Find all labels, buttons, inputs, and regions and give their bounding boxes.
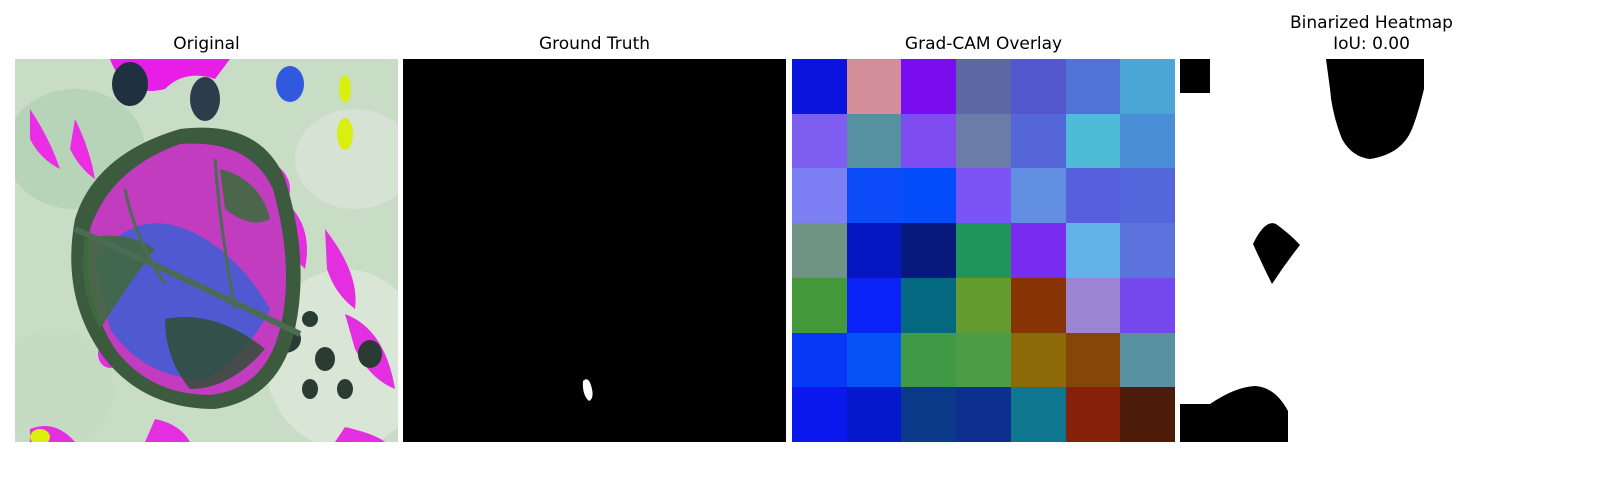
gradcam-cell bbox=[956, 223, 1011, 278]
gradcam-cell bbox=[1065, 332, 1121, 388]
gradcam-cell bbox=[1120, 277, 1175, 333]
binarized-title-line: Binarized Heatmap bbox=[1290, 13, 1453, 33]
gradcam-cell bbox=[901, 332, 957, 388]
gradcam-cell bbox=[901, 387, 957, 442]
gradcam-cell bbox=[1065, 223, 1121, 278]
gradcam-cell bbox=[846, 168, 902, 224]
gradcam-cell bbox=[956, 387, 1011, 442]
gradcam-cell bbox=[792, 332, 847, 388]
panel-title-gradcam: Grad-CAM Overlay bbox=[904, 34, 1063, 54]
gradcam-cell bbox=[1120, 168, 1175, 224]
gradcam-cell bbox=[1120, 332, 1175, 388]
gradcam-cell bbox=[1120, 113, 1175, 169]
gradcam-cell bbox=[1010, 332, 1066, 388]
original-image bbox=[15, 59, 398, 442]
gradcam-cell bbox=[1010, 223, 1066, 278]
gradcam-cell bbox=[846, 113, 902, 169]
gradcam-cell bbox=[1065, 387, 1121, 442]
gradcam-cell bbox=[901, 59, 957, 114]
gradcam-cell bbox=[901, 168, 957, 224]
binarized-heatmap bbox=[1180, 59, 1563, 442]
panel-original: Original bbox=[15, 0, 398, 500]
panel-title-binarized: Binarized Heatmap IoU: 0.00 bbox=[1180, 13, 1563, 55]
gradcam-cell bbox=[1120, 387, 1175, 442]
gradcam-cell bbox=[1010, 113, 1066, 169]
panel-title-ground-truth: Ground Truth bbox=[538, 34, 651, 54]
panel-ground-truth: Ground Truth bbox=[403, 0, 786, 500]
gradcam-cell bbox=[1010, 59, 1066, 114]
gradcam-cell bbox=[901, 277, 957, 333]
gradcam-cell bbox=[792, 168, 847, 224]
gradcam-cell bbox=[1120, 59, 1175, 114]
gradcam-cell bbox=[1120, 223, 1175, 278]
gradcam-cell bbox=[792, 387, 847, 442]
gradcam-cell bbox=[792, 223, 847, 278]
gradcam-cell bbox=[956, 113, 1011, 169]
gradcam-overlay bbox=[792, 59, 1175, 442]
gradcam-cell bbox=[846, 59, 902, 114]
ground-truth-mask bbox=[403, 59, 786, 442]
gradcam-cell bbox=[1010, 277, 1066, 333]
gradcam-cell bbox=[792, 113, 847, 169]
iou-label: IoU: 0.00 bbox=[1333, 34, 1410, 54]
gradcam-cell bbox=[1065, 277, 1121, 333]
gradcam-cell bbox=[846, 387, 902, 442]
gradcam-cell bbox=[792, 59, 847, 114]
gradcam-cell bbox=[792, 277, 847, 333]
gradcam-cell bbox=[956, 332, 1011, 388]
gradcam-cell bbox=[956, 59, 1011, 114]
gradcam-cell bbox=[901, 223, 957, 278]
panel-title-original: Original bbox=[173, 34, 240, 54]
gradcam-cell bbox=[1065, 113, 1121, 169]
gradcam-grid bbox=[792, 59, 1175, 442]
gradcam-cell bbox=[846, 332, 902, 388]
gradcam-cell bbox=[901, 113, 957, 169]
panel-binarized: Binarized Heatmap IoU: 0.00 bbox=[1180, 0, 1563, 500]
gradcam-cell bbox=[956, 168, 1011, 224]
gradcam-cell bbox=[846, 223, 902, 278]
gradcam-cell bbox=[1065, 168, 1121, 224]
gradcam-cell bbox=[846, 277, 902, 333]
gradcam-cell bbox=[1010, 168, 1066, 224]
panel-gradcam: Grad-CAM Overlay bbox=[792, 0, 1175, 500]
gradcam-cell bbox=[1065, 59, 1121, 114]
gradcam-cell bbox=[1010, 387, 1066, 442]
gradcam-cell bbox=[956, 277, 1011, 333]
